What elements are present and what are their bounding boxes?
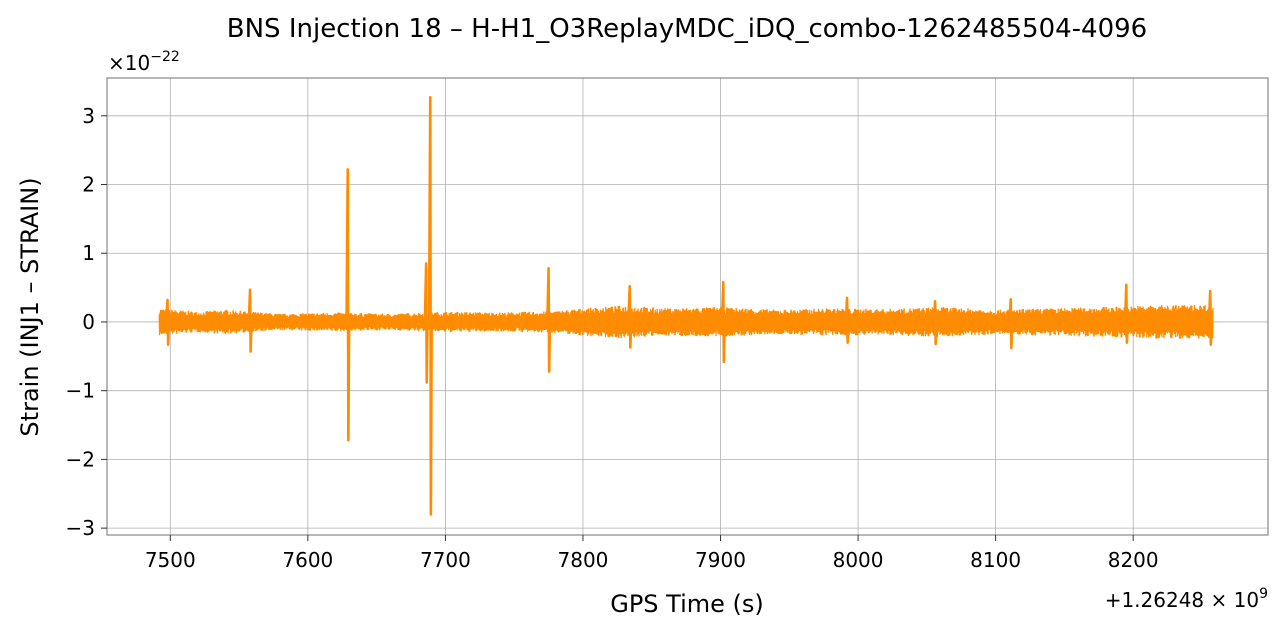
strain-spike (1008, 297, 1014, 350)
strain-spike (1207, 289, 1213, 346)
strain-spike (427, 95, 433, 516)
y-axis-ticks: −3 −2 −1 0 1 2 3 (66, 104, 107, 540)
grid-lines (107, 78, 1268, 535)
x-tick-label: 8100 (970, 548, 1021, 572)
strain-spike (1123, 283, 1130, 344)
y-tick-label: −1 (66, 379, 95, 403)
strain-spike (165, 298, 171, 346)
plot-frame (106, 77, 1269, 536)
strain-trace (158, 304, 1214, 339)
y-tick-label: 1 (82, 241, 95, 265)
y-axis-label: Strain (INJ1 – STRAIN) (16, 177, 44, 436)
y-tick-label: 0 (82, 310, 95, 334)
y-tick-label: 2 (82, 173, 95, 197)
x-offset-base: +1.26248 × 10 (1105, 588, 1259, 612)
y-tick-label: 3 (82, 104, 95, 128)
y-scale-exponent: −22 (150, 49, 180, 65)
data-series (158, 95, 1214, 516)
y-scale-base: ×10 (108, 51, 150, 75)
y-tick-label: −3 (66, 516, 95, 540)
x-tick-label: 7900 (695, 548, 746, 572)
x-tick-label: 8000 (833, 548, 884, 572)
x-tick-label: 7800 (558, 548, 609, 572)
x-tick-label: 7500 (145, 548, 196, 572)
strain-spike (720, 280, 726, 364)
chart-title: BNS Injection 18 – H-H1_O3ReplayMDC_iDQ_… (227, 14, 1147, 44)
x-offset-label: +1.26248 × 109 (1105, 586, 1268, 612)
svg-text:×10−22: ×10−22 (108, 49, 180, 75)
svg-text:+1.26248 × 109: +1.26248 × 109 (1105, 586, 1268, 612)
strain-spike (345, 168, 351, 442)
x-tick-label: 8200 (1108, 548, 1159, 572)
strain-spike (423, 262, 429, 384)
y-scale-label: ×10−22 (108, 49, 180, 75)
x-axis-ticks: 7500 7600 7700 7800 7900 8000 8100 8200 (145, 535, 1159, 572)
x-axis-label: GPS Time (s) (610, 590, 764, 618)
x-tick-label: 7700 (420, 548, 471, 572)
x-tick-label: 7600 (282, 548, 333, 572)
strain-spike (627, 284, 633, 349)
strain-spike (546, 267, 552, 373)
y-tick-label: −2 (66, 447, 95, 471)
strain-spike (844, 296, 850, 344)
strain-spike (247, 288, 253, 353)
strain-spike (932, 300, 938, 346)
x-offset-exponent: 9 (1259, 586, 1268, 602)
